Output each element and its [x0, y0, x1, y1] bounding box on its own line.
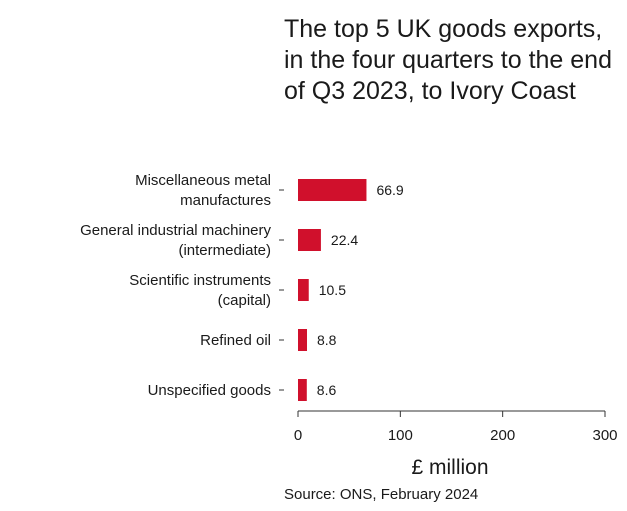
data-label: 8.8 — [317, 332, 337, 348]
category-label: Scientific instruments (capital) — [129, 272, 271, 309]
data-label: 66.9 — [376, 182, 403, 198]
category-label: Unspecified goods — [148, 382, 271, 399]
bars-group: 66.9 Miscellaneous metal manufactures 22.4 G… — [80, 172, 404, 401]
category-label-line: (intermediate) — [178, 242, 271, 259]
data-label: 8.6 — [317, 382, 337, 398]
category-label-line: manufactures — [180, 192, 271, 209]
data-label: 10.5 — [319, 282, 346, 298]
x-tick-label: 100 — [388, 427, 413, 444]
category-label-line: General industrial machinery — [80, 222, 271, 239]
bar — [298, 279, 309, 301]
chart-title: The top 5 UK goods exports, in the four … — [284, 15, 612, 105]
x-tick-label: 300 — [592, 427, 617, 444]
x-axis-title: £ million — [411, 456, 488, 479]
source-note: Source: ONS, February 2024 — [284, 486, 479, 503]
bar — [298, 229, 321, 251]
data-label: 22.4 — [331, 232, 358, 248]
bar — [298, 179, 367, 201]
category-label: Refined oil — [200, 332, 271, 349]
category-label: Miscellaneous metal manufactures — [135, 172, 271, 209]
bar — [298, 329, 308, 351]
x-tick-label: 0 — [294, 427, 302, 444]
bar — [298, 379, 307, 401]
x-axis: 0 100 200 300 — [294, 410, 618, 444]
category-label-line: Miscellaneous metal — [135, 172, 271, 189]
category-label-line: Refined oil — [200, 332, 271, 349]
category-label: General industrial machinery (intermediat… — [80, 222, 271, 259]
category-label-line: (capital) — [218, 292, 271, 309]
x-tick-label: 200 — [490, 427, 515, 444]
category-label-line: Scientific instruments — [129, 272, 271, 289]
category-label-line: Unspecified goods — [148, 382, 271, 399]
